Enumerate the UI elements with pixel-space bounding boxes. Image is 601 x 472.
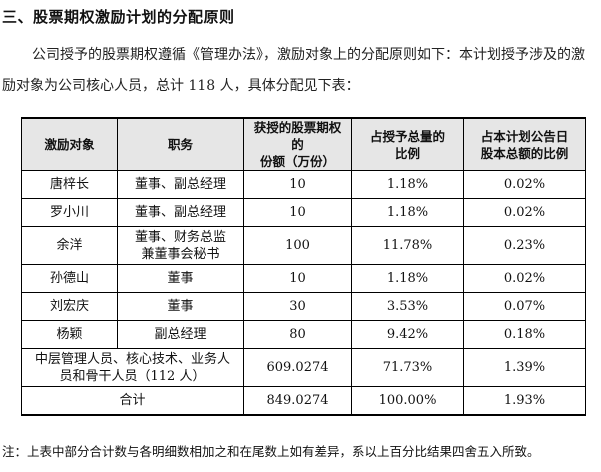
table-row: 罗小川 董事、副总经理 10 1.18% 0.02% xyxy=(21,198,586,227)
cell-shares: 10 xyxy=(243,198,352,227)
cell-shares: 609.0274 xyxy=(243,348,352,387)
header-recipient: 激励对象 xyxy=(21,117,118,171)
cell-shares: 30 xyxy=(243,292,352,321)
cell-pct-grant: 100.00% xyxy=(351,386,464,416)
cell-pct-grant: 71.73% xyxy=(351,348,464,387)
cell-shares: 10 xyxy=(243,170,352,199)
cell-role: 董事、财务总监 兼董事会秘书 xyxy=(117,226,244,265)
cell-pct-capital: 0.18% xyxy=(463,320,586,349)
cell-role: 董事 xyxy=(117,292,244,321)
header-shares: 获授的股票期权的 份额（万份） xyxy=(243,117,352,171)
table-row: 杨颖 副总经理 80 9.42% 0.18% xyxy=(21,320,586,349)
cell-pct-grant: 1.18% xyxy=(351,198,464,227)
cell-name: 孙德山 xyxy=(21,264,118,293)
cell-role: 董事 xyxy=(117,264,244,293)
cell-group-label: 中层管理人员、核心技术、业务人 员和骨干人员（112 人） xyxy=(21,348,244,387)
header-pct-capital: 占本计划公告日 股本总额的比例 xyxy=(463,117,586,171)
cell-name: 余洋 xyxy=(21,226,118,265)
cell-shares: 849.0274 xyxy=(243,386,352,416)
header-position: 职务 xyxy=(117,117,244,171)
cell-pct-capital: 0.02% xyxy=(463,264,586,293)
cell-name: 罗小川 xyxy=(21,198,118,227)
cell-name: 杨颖 xyxy=(21,320,118,349)
cell-total-label: 合计 xyxy=(21,386,244,416)
cell-shares: 100 xyxy=(243,226,352,265)
header-pct-grant: 占授予总量的 比例 xyxy=(351,117,464,171)
cell-pct-capital: 1.93% xyxy=(463,386,586,416)
intro-paragraph-text: 公司授予的股票期权遵循《管理办法》，激励对象上的分配原则如下：本计划授予涉及的激… xyxy=(2,47,585,94)
cell-pct-grant: 3.53% xyxy=(351,292,464,321)
table-row: 唐梓长 董事、副总经理 10 1.18% 0.02% xyxy=(21,170,586,199)
cell-shares: 10 xyxy=(243,264,352,293)
cell-pct-grant: 11.78% xyxy=(351,226,464,265)
cell-pct-grant: 1.18% xyxy=(351,264,464,293)
cell-pct-capital: 1.39% xyxy=(463,348,586,387)
section-heading: 三、股票期权激励计划的分配原则 xyxy=(2,8,235,26)
cell-role: 董事、副总经理 xyxy=(117,170,244,199)
table-row-middle-management: 中层管理人员、核心技术、业务人 员和骨干人员（112 人） 609.0274 71… xyxy=(21,348,586,387)
cell-pct-capital: 0.23% xyxy=(463,226,586,265)
table-row-total: 合计 849.0274 100.00% 1.93% xyxy=(21,386,586,416)
allocation-table: 激励对象 职务 获授的股票期权的 份额（万份） 占授予总量的 比例 占本计划公告日股… xyxy=(21,117,586,416)
cell-pct-grant: 9.42% xyxy=(351,320,464,349)
table-footnote: 注：上表中部分合计数与各明细数相加之和在尾数上如有差异，系以上百分比结果四舍五入… xyxy=(2,444,540,459)
table-header-row: 激励对象 职务 获授的股票期权的 份额（万份） 占授予总量的 比例 占本计划公告日股… xyxy=(21,117,586,171)
cell-role: 董事、副总经理 xyxy=(117,198,244,227)
cell-name: 唐梓长 xyxy=(21,170,118,199)
cell-role: 副总经理 xyxy=(117,320,244,349)
intro-paragraph: 公司授予的股票期权遵循《管理办法》，激励对象上的分配原则如下：本计划授予涉及的激… xyxy=(2,40,598,102)
table-row: 刘宏庆 董事 30 3.53% 0.07% xyxy=(21,292,586,321)
cell-name: 刘宏庆 xyxy=(21,292,118,321)
cell-shares: 80 xyxy=(243,320,352,349)
table-row: 孙德山 董事 10 1.18% 0.02% xyxy=(21,264,586,293)
cell-pct-capital: 0.07% xyxy=(463,292,586,321)
cell-pct-grant: 1.18% xyxy=(351,170,464,199)
table-row: 余洋 董事、财务总监 兼董事会秘书 100 11.78% 0.23% xyxy=(21,226,586,265)
cell-pct-capital: 0.02% xyxy=(463,198,586,227)
cell-pct-capital: 0.02% xyxy=(463,170,586,199)
